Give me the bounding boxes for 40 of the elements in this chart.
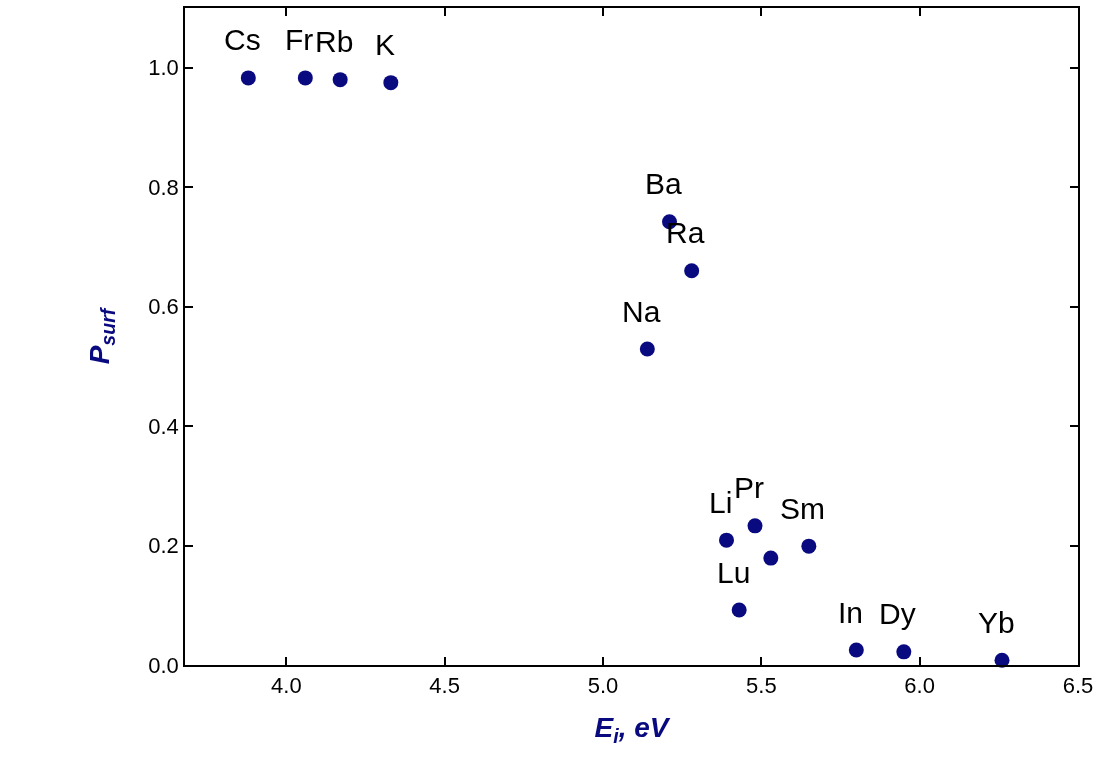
x-tick-label: 4.5 — [429, 673, 460, 699]
y-tick-label: 0.8 — [148, 174, 179, 200]
point — [297, 70, 313, 86]
x-tick-label: 6.5 — [1062, 673, 1094, 699]
point — [848, 642, 864, 658]
annotation: Li — [709, 486, 733, 519]
annotation: Fr — [285, 23, 314, 56]
point — [896, 644, 912, 660]
annotation: Cs — [224, 23, 261, 56]
point — [719, 532, 734, 548]
x-tick-label: 5.5 — [746, 673, 777, 699]
annotation: Pr — [734, 471, 765, 504]
annotation: Yb — [978, 606, 1015, 639]
y-tick-label: 0.4 — [148, 413, 179, 439]
annotation: Lu — [717, 556, 751, 589]
point — [684, 263, 700, 279]
annotation: K — [375, 28, 396, 61]
annotation: Sm — [780, 492, 825, 525]
x-tick-label: 4.0 — [271, 673, 302, 699]
point — [383, 75, 399, 91]
x-tick-label: 5.0 — [587, 673, 619, 699]
y-tick-label: 0.0 — [148, 652, 179, 678]
point — [731, 602, 747, 618]
annotation: Dy — [879, 597, 916, 630]
x-axis-title: E$_{i}$, eV — [594, 711, 671, 747]
y-tick-label: 1.0 — [148, 55, 179, 81]
point — [639, 341, 655, 357]
point — [332, 72, 348, 88]
annotation: Ra — [666, 216, 705, 249]
x-tick-label: 6.0 — [904, 673, 935, 699]
point — [747, 518, 763, 534]
annotation: Ba — [645, 167, 683, 200]
point — [763, 550, 779, 566]
point — [801, 538, 817, 554]
annotation: Na — [622, 295, 661, 328]
y-tick-label: 0.2 — [148, 533, 179, 559]
y-tick-label: 0.6 — [148, 294, 179, 320]
point — [240, 70, 256, 86]
annotation: Rb — [315, 25, 354, 58]
annotation: In — [838, 596, 864, 629]
